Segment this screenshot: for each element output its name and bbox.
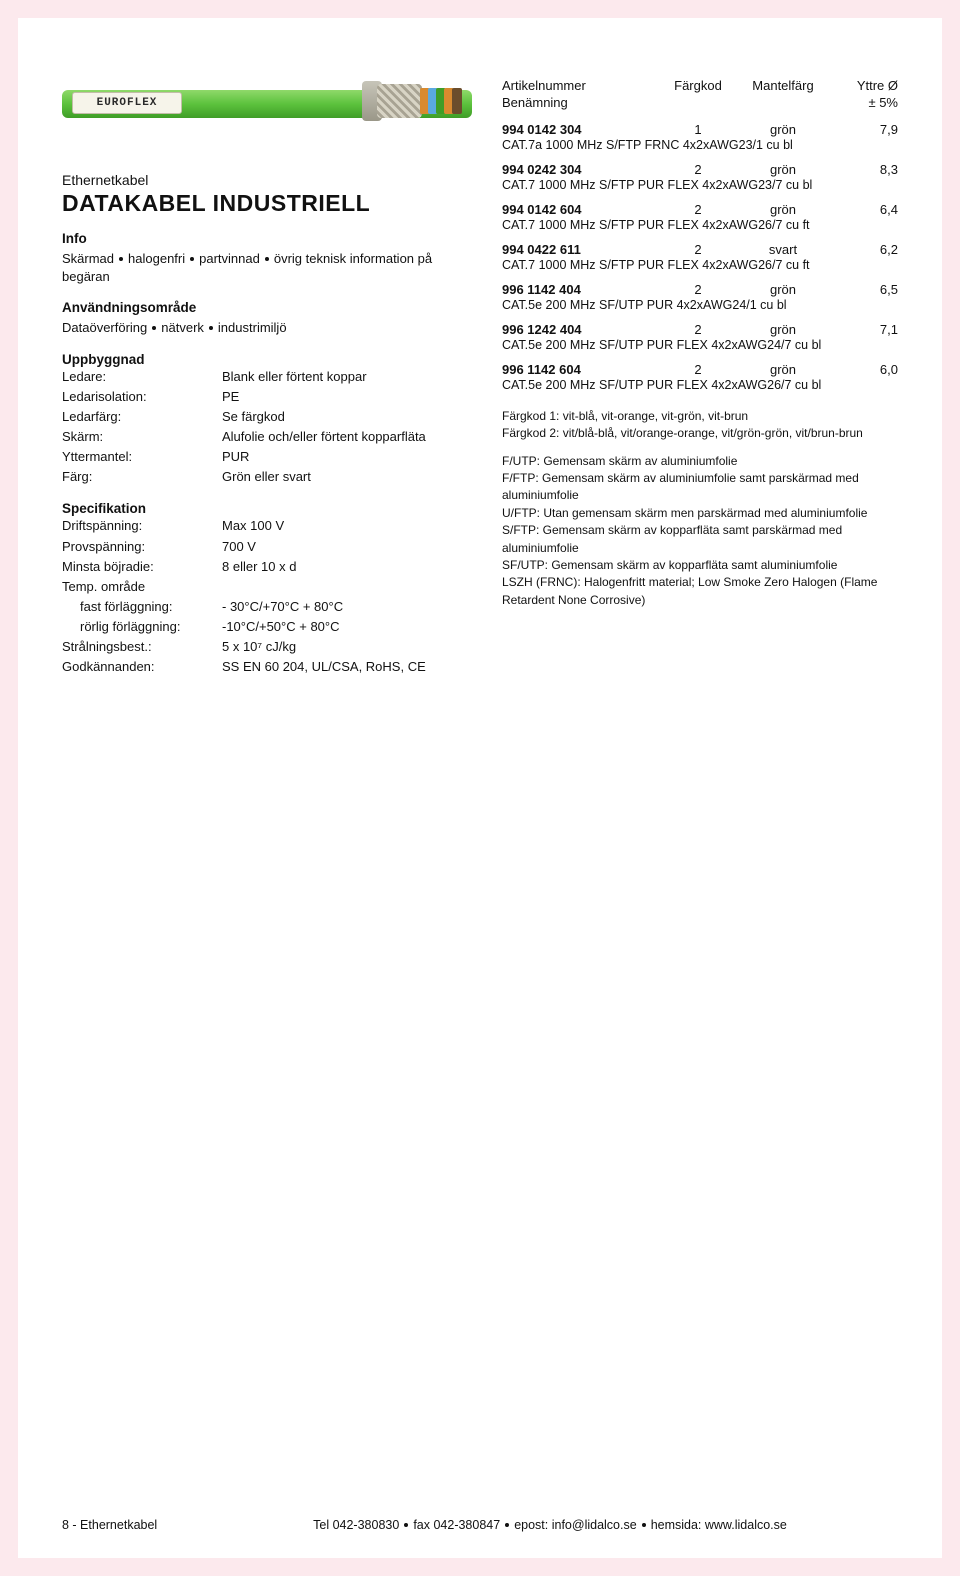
cell-art: 994 0142 604	[502, 202, 658, 217]
value-ledariso: PE	[222, 387, 472, 407]
note-fftp: F/FTP: Gemensam skärm av aluminiumfolie …	[502, 470, 898, 505]
cell-col: svart	[738, 242, 828, 257]
cell-col: grön	[738, 162, 828, 177]
value-rorlig: -10°C/+50°C + 80°C	[222, 617, 472, 637]
note-sftp: S/FTP: Gemensam skärm av kopparfläta sam…	[502, 522, 898, 557]
label-skarm: Skärm:	[62, 427, 222, 447]
cell-desc: CAT.5e 200 MHz SF/UTP PUR 4x2xAWG24/1 cu…	[502, 298, 898, 312]
cell-art: 994 0242 304	[502, 162, 658, 177]
use-heading: Användningsområde	[62, 300, 472, 315]
value-skarm: Alufolie och/eller förtent koppar­fläta	[222, 427, 472, 447]
cell-dia: 6,0	[828, 362, 898, 377]
cell-dia: 8,3	[828, 162, 898, 177]
value-stral: 5 x 10⁷ cJ/kg	[222, 637, 472, 657]
page-footer: 8 - Ethernetkabel Tel 042-380830fax 042-…	[62, 1518, 898, 1532]
cell-kod: 2	[658, 282, 738, 297]
cell-kod: 2	[658, 242, 738, 257]
cell-kod: 2	[658, 362, 738, 377]
cell-art: 996 1142 404	[502, 282, 658, 297]
note-sfutp: SF/UTP: Gemensam skärm av kopparfläta sa…	[502, 557, 898, 574]
value-boj: 8 eller 10 x d	[222, 557, 472, 577]
label-temp: Temp. område	[62, 577, 222, 597]
value-fast: - 30°C/+70°C + 80°C	[222, 597, 472, 617]
cell-art: 996 1142 604	[502, 362, 658, 377]
notes-block: Färgkod 1: vit-blå, vit-orange, vit-grön…	[502, 408, 898, 609]
value-drift: Max 100 V	[222, 516, 472, 536]
hdr-ben: Benämning	[502, 95, 658, 112]
cable-illustration: EUROFLEX	[62, 78, 472, 158]
build-heading: Uppbyggnad	[62, 352, 472, 367]
spec-heading: Specifikation	[62, 501, 472, 516]
info-heading: Info	[62, 231, 472, 246]
cell-col: grön	[738, 122, 828, 137]
value-prov: 700 V	[222, 537, 472, 557]
product-title: DATAKABEL INDUSTRIELL	[62, 190, 472, 217]
cell-dia: 6,2	[828, 242, 898, 257]
table-row: 994 0422 6112svart6,2CAT.7 1000 MHz S/FT…	[502, 242, 898, 272]
use-text: Dataöverföringnätverkindustrimiljö	[62, 319, 472, 337]
hdr-mantel: Mantelfärg	[738, 78, 828, 112]
cell-desc: CAT.7 1000 MHz S/FTP PUR FLEX 4x2xAWG23/…	[502, 178, 898, 192]
cell-desc: CAT.5e 200 MHz SF/UTP PUR FLEX 4x2xAWG24…	[502, 338, 898, 352]
label-ledare: Ledare:	[62, 367, 222, 387]
label-boj: Minsta böjradie:	[62, 557, 222, 577]
cell-col: grön	[738, 282, 828, 297]
cell-kod: 2	[658, 162, 738, 177]
table-row: 996 1142 4042grön6,5CAT.5e 200 MHz SF/UT…	[502, 282, 898, 312]
label-ledarfarg: Ledarfärg:	[62, 407, 222, 427]
value-ytter: PUR	[222, 447, 472, 467]
value-ledarfarg: Se färgkod	[222, 407, 472, 427]
label-ledariso: Ledarisolation:	[62, 387, 222, 407]
cell-desc: CAT.5e 200 MHz SF/UTP PUR FLEX 4x2xAWG26…	[502, 378, 898, 392]
table-row: 996 1242 4042grön7,1CAT.5e 200 MHz SF/UT…	[502, 322, 898, 352]
label-drift: Driftspänning:	[62, 516, 222, 536]
cell-art: 994 0142 304	[502, 122, 658, 137]
cell-desc: CAT.7 1000 MHz S/FTP PUR FLEX 4x2xAWG26/…	[502, 218, 898, 232]
label-godk: Godkännanden:	[62, 657, 222, 677]
note-futp: F/UTP: Gemensam skärm av aluminiumfolie	[502, 453, 898, 470]
table-row: 994 0242 3042grön8,3CAT.7 1000 MHz S/FTP…	[502, 162, 898, 192]
note-uftp: U/FTP: Utan gemensam skärm men parskärma…	[502, 505, 898, 522]
cell-col: grön	[738, 322, 828, 337]
label-stral: Strålningsbest.:	[62, 637, 222, 657]
hdr-tol: ± 5%	[828, 95, 898, 112]
cell-art: 994 0422 611	[502, 242, 658, 257]
value-farg: Grön eller svart	[222, 467, 472, 487]
cell-desc: CAT.7 1000 MHz S/FTP PUR FLEX 4x2xAWG26/…	[502, 258, 898, 272]
cell-dia: 6,5	[828, 282, 898, 297]
cell-dia: 7,9	[828, 122, 898, 137]
footer-contact: Tel 042-380830fax 042-380847epost: info@…	[202, 1518, 898, 1532]
cell-dia: 7,1	[828, 322, 898, 337]
footer-page: 8 - Ethernetkabel	[62, 1518, 202, 1532]
label-rorlig: rörlig förläggning:	[62, 617, 222, 637]
label-fast: fast förläggning:	[62, 597, 222, 617]
note-kod1: Färgkod 1: vit-blå, vit-orange, vit-grön…	[502, 408, 898, 425]
label-ytter: Yttermantel:	[62, 447, 222, 467]
table-row: 994 0142 6042grön6,4CAT.7 1000 MHz S/FTP…	[502, 202, 898, 232]
cell-art: 996 1242 404	[502, 322, 658, 337]
product-class: Ethernetkabel	[62, 172, 472, 188]
value-godk: SS EN 60 204, UL/CSA, RoHS, CE	[222, 657, 472, 677]
cell-kod: 2	[658, 322, 738, 337]
hdr-dia: Yttre Ø	[828, 78, 898, 95]
table-row: 996 1142 6042grön6,0CAT.5e 200 MHz SF/UT…	[502, 362, 898, 392]
hdr-kod: Färgkod	[658, 78, 738, 112]
table-row: 994 0142 3041grön7,9CAT.7a 1000 MHz S/FT…	[502, 122, 898, 152]
label-prov: Provspänning:	[62, 537, 222, 557]
cell-col: grön	[738, 362, 828, 377]
label-farg: Färg:	[62, 467, 222, 487]
cell-col: grön	[738, 202, 828, 217]
info-text: Skärmadhalogenfripartvinnadövrig teknisk…	[62, 250, 472, 286]
cell-dia: 6,4	[828, 202, 898, 217]
note-lszh: LSZH (FRNC): Halogenfritt material; Low …	[502, 574, 898, 609]
hdr-art: Artikelnummer	[502, 78, 658, 95]
note-kod2: Färgkod 2: vit/blå-blå, vit/orange-orang…	[502, 425, 898, 442]
cell-desc: CAT.7a 1000 MHz S/FTP FRNC 4x2xAWG23/1 c…	[502, 138, 898, 152]
cable-brand: EUROFLEX	[72, 92, 182, 114]
cell-kod: 1	[658, 122, 738, 137]
cell-kod: 2	[658, 202, 738, 217]
value-ledare: Blank eller förtent koppar	[222, 367, 472, 387]
table-header: Artikelnummer Benämning Färgkod Mantelfä…	[502, 78, 898, 112]
